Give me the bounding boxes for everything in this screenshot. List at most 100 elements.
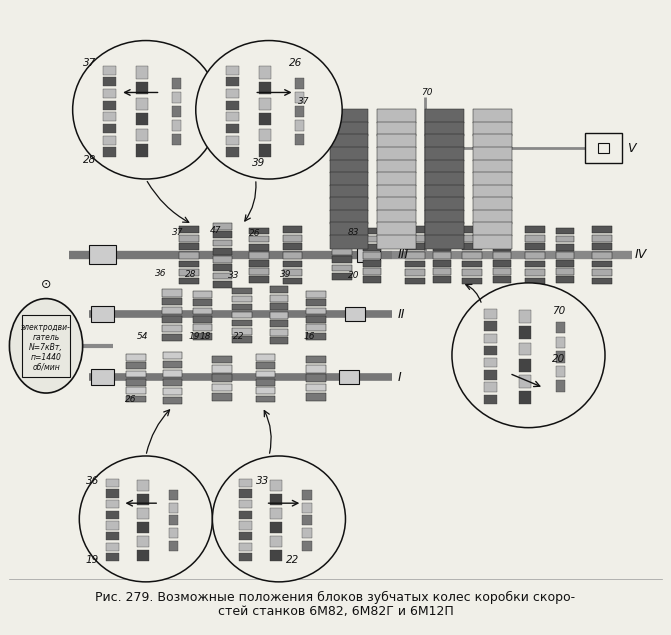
Ellipse shape <box>9 298 83 393</box>
Bar <box>433 260 452 267</box>
Bar <box>363 244 381 251</box>
Text: 22: 22 <box>234 332 245 341</box>
Bar <box>126 396 146 403</box>
Bar <box>179 277 199 284</box>
Bar <box>163 397 182 404</box>
Bar <box>493 276 511 283</box>
Text: 70: 70 <box>552 306 565 316</box>
Text: 20: 20 <box>552 354 565 364</box>
Bar <box>106 542 119 551</box>
Bar <box>136 67 148 79</box>
Bar <box>270 304 289 310</box>
Bar <box>425 197 464 211</box>
Bar <box>377 185 416 199</box>
Bar <box>363 236 381 243</box>
Bar <box>405 260 425 267</box>
Bar <box>213 264 231 271</box>
Bar <box>377 222 416 236</box>
Text: 70: 70 <box>421 88 433 97</box>
Bar <box>377 235 416 249</box>
Bar <box>232 336 252 343</box>
Bar <box>270 522 282 533</box>
Bar <box>249 228 269 234</box>
Bar <box>556 380 565 392</box>
Bar <box>225 101 239 110</box>
Bar <box>433 276 452 283</box>
Bar <box>126 371 146 377</box>
Bar <box>225 65 239 75</box>
Bar <box>163 370 182 377</box>
Text: 19: 19 <box>189 332 200 341</box>
Bar <box>556 322 565 333</box>
Bar <box>213 393 232 401</box>
Bar <box>363 269 381 275</box>
Bar <box>592 226 612 233</box>
Bar <box>256 362 275 369</box>
Bar <box>377 135 416 148</box>
Bar <box>425 147 464 161</box>
Bar <box>329 135 368 148</box>
Bar <box>405 252 425 259</box>
Bar <box>239 490 252 498</box>
Bar <box>225 77 239 86</box>
Text: 18: 18 <box>200 332 211 341</box>
Bar <box>169 541 178 551</box>
Bar <box>283 243 301 250</box>
Circle shape <box>72 41 219 179</box>
Bar <box>433 269 452 275</box>
Bar <box>377 197 416 211</box>
Bar <box>172 92 181 103</box>
Bar <box>136 508 148 519</box>
Bar <box>295 92 305 103</box>
Bar <box>103 89 116 98</box>
Bar <box>270 551 282 561</box>
Bar <box>329 197 368 211</box>
Bar <box>106 511 119 519</box>
Bar <box>473 197 511 211</box>
Bar <box>425 222 464 236</box>
Bar <box>106 479 119 487</box>
Bar <box>556 236 574 243</box>
Bar <box>377 159 416 173</box>
Bar <box>305 384 325 391</box>
Bar <box>103 77 116 86</box>
Bar <box>484 394 497 404</box>
Bar <box>329 222 368 236</box>
Bar <box>256 396 275 403</box>
Text: стей станков 6М82, 6М82Г и 6М12П: стей станков 6М82, 6М82Г и 6М12П <box>217 605 454 618</box>
Bar <box>484 321 497 331</box>
Bar <box>592 252 612 259</box>
Bar <box>162 307 183 314</box>
Bar <box>283 260 301 267</box>
Bar <box>213 365 232 373</box>
Bar <box>249 276 269 283</box>
Bar <box>305 393 325 401</box>
Text: 16: 16 <box>303 332 315 341</box>
Bar <box>256 387 275 394</box>
Bar <box>425 172 464 186</box>
Bar <box>163 352 182 359</box>
Bar <box>22 315 70 377</box>
Bar <box>256 354 275 361</box>
Bar <box>259 144 271 156</box>
Text: 26: 26 <box>125 395 136 404</box>
Bar <box>103 112 116 121</box>
Bar <box>193 299 212 306</box>
Bar <box>163 388 182 395</box>
Bar <box>425 109 464 123</box>
Text: V: V <box>627 142 635 155</box>
Bar <box>462 252 482 259</box>
Text: 26: 26 <box>248 229 260 238</box>
Bar <box>484 333 497 343</box>
Bar <box>136 479 148 491</box>
Bar <box>556 228 574 234</box>
Text: 36: 36 <box>156 269 167 278</box>
Bar <box>239 511 252 519</box>
Bar <box>136 551 148 561</box>
Text: 19: 19 <box>86 555 99 565</box>
Bar <box>329 172 368 186</box>
Bar <box>363 276 381 283</box>
Bar <box>172 134 181 145</box>
Bar <box>525 260 545 267</box>
Bar <box>462 235 482 242</box>
